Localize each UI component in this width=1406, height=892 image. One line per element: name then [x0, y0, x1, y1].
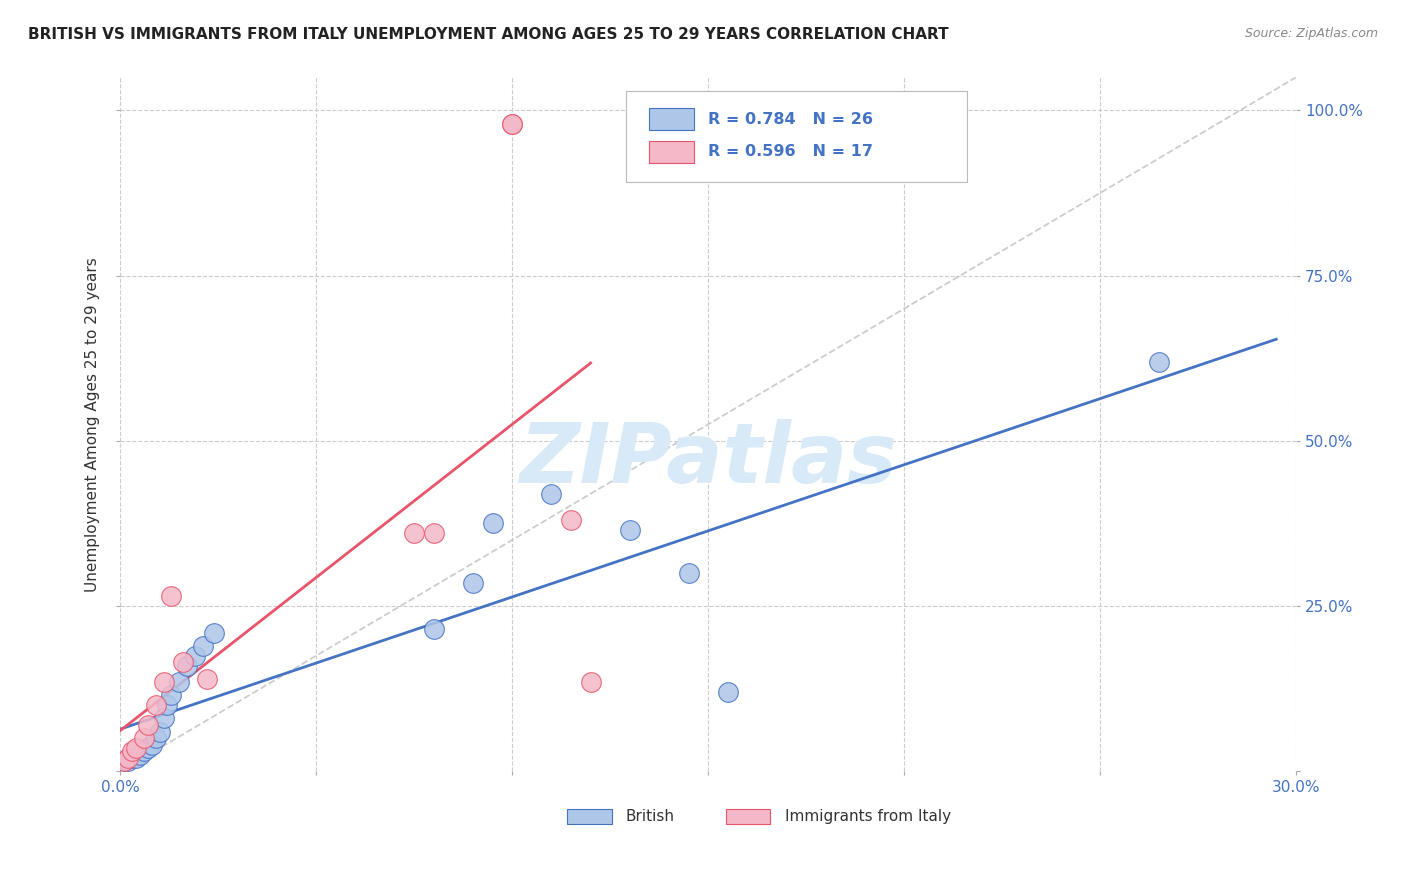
Point [195, 672, 218, 686]
Point [112, 755, 135, 769]
Text: Immigrants from Italy: Immigrants from Italy [785, 809, 950, 824]
FancyBboxPatch shape [650, 108, 695, 130]
FancyBboxPatch shape [650, 141, 695, 162]
Point [579, 675, 602, 690]
Point [156, 698, 179, 713]
Point [136, 741, 159, 756]
Point [152, 675, 174, 690]
Point [160, 688, 183, 702]
FancyBboxPatch shape [567, 809, 612, 824]
Point [678, 566, 700, 580]
Point [145, 698, 167, 713]
Point [149, 724, 172, 739]
Point [481, 516, 503, 531]
Point [132, 744, 155, 758]
Point [423, 526, 446, 541]
Point [184, 648, 207, 663]
Point [423, 622, 446, 636]
Point [540, 487, 562, 501]
Text: ZIPatlas: ZIPatlas [519, 418, 897, 500]
FancyBboxPatch shape [626, 91, 967, 181]
Point [501, 117, 523, 131]
Point [717, 685, 740, 699]
Point [132, 731, 155, 746]
Point [172, 655, 194, 669]
Point [191, 639, 214, 653]
Point [136, 718, 159, 732]
Point [619, 523, 641, 537]
Point [117, 755, 139, 769]
Point [160, 589, 183, 603]
Point [121, 744, 143, 758]
FancyBboxPatch shape [725, 809, 770, 824]
Point [176, 658, 198, 673]
Point [501, 117, 523, 131]
Point [129, 747, 152, 762]
Point [560, 513, 582, 527]
Point [141, 738, 163, 752]
Text: BRITISH VS IMMIGRANTS FROM ITALY UNEMPLOYMENT AMONG AGES 25 TO 29 YEARS CORRELAT: BRITISH VS IMMIGRANTS FROM ITALY UNEMPLO… [28, 27, 949, 42]
Point [152, 711, 174, 725]
Text: British: British [626, 809, 675, 824]
Text: Source: ZipAtlas.com: Source: ZipAtlas.com [1244, 27, 1378, 40]
Text: R = 0.596   N = 17: R = 0.596 N = 17 [709, 145, 873, 159]
Point [112, 755, 135, 769]
Point [117, 751, 139, 765]
Point [461, 576, 484, 591]
Point [121, 751, 143, 765]
Point [404, 526, 426, 541]
Point [125, 751, 148, 765]
Point [204, 625, 226, 640]
Y-axis label: Unemployment Among Ages 25 to 29 years: Unemployment Among Ages 25 to 29 years [86, 257, 100, 591]
Point [167, 675, 190, 690]
Text: R = 0.784   N = 26: R = 0.784 N = 26 [709, 112, 873, 127]
Point [145, 731, 167, 746]
Point [125, 741, 148, 756]
Point [1147, 354, 1170, 368]
